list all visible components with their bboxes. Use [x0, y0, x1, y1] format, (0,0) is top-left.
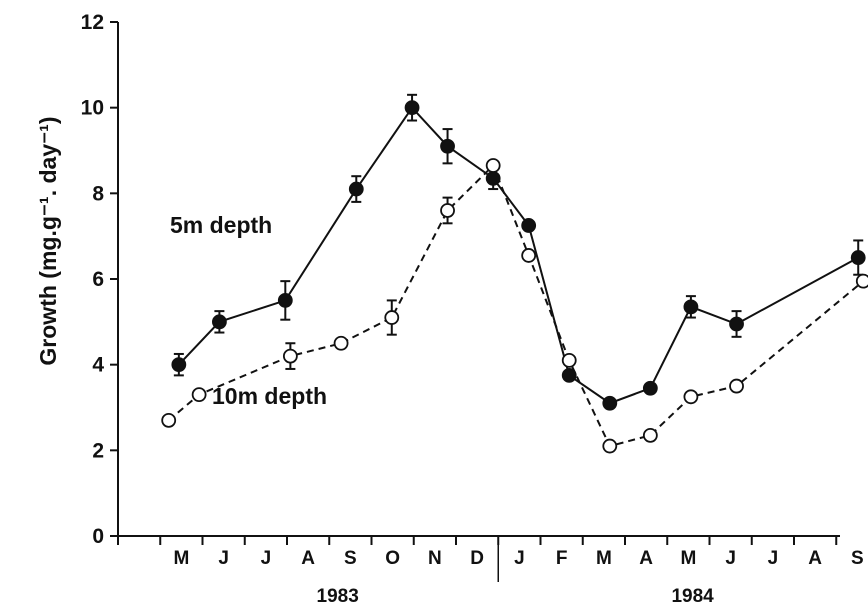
x-tick-label: D [470, 548, 484, 569]
x-tick-label: M [596, 548, 612, 569]
point-5m [348, 181, 364, 197]
axes [110, 21, 840, 582]
point-10m [602, 438, 618, 454]
x-tick-label: A [301, 548, 315, 569]
year-label: 1984 [671, 586, 714, 607]
point-10m [642, 427, 658, 443]
x-tick-label: A [808, 548, 822, 569]
x-tick-label: F [556, 548, 568, 569]
point-5m [521, 218, 537, 233]
annotation-5m-depth: 5m depth [170, 212, 272, 238]
x-tick-label: J [514, 548, 525, 569]
x-tick-label: J [261, 548, 272, 569]
point-10m [333, 335, 349, 351]
annotation-10m-depth: 10m depth [212, 383, 327, 409]
point-5m [485, 170, 501, 186]
axis-labels: 0 2 4 6 8 10 12 M J J A S O N D J F M A M J J A S 1983 1984 [81, 11, 864, 607]
point-10m [521, 248, 537, 263]
point-10m [683, 389, 699, 405]
point-5m [404, 100, 420, 116]
data-points [161, 100, 868, 454]
y-tick-label: 2 [92, 439, 104, 462]
x-tick-label: S [851, 548, 864, 569]
series-line-5m [178, 106, 859, 405]
x-tick-label: M [173, 548, 189, 569]
x-tick-label: M [680, 548, 696, 569]
point-5m [277, 293, 293, 308]
point-10m [485, 158, 501, 173]
y-tick-label: 10 [81, 97, 104, 120]
point-10m [440, 203, 455, 218]
error-bars [173, 93, 864, 377]
x-tick-label: S [344, 548, 357, 569]
x-tick-label: N [428, 548, 442, 569]
point-5m [211, 314, 227, 330]
point-10m [282, 348, 298, 364]
y-tick-label: 12 [81, 11, 104, 34]
point-5m [171, 357, 187, 373]
series-lines [168, 106, 864, 448]
x-tick-label: J [218, 548, 229, 569]
point-5m [561, 367, 577, 383]
x-tick-label: O [385, 548, 400, 569]
y-axis-label: Growth (mg.g⁻¹. day⁻¹) [35, 116, 61, 365]
y-tick-label: 0 [92, 525, 104, 548]
y-tick-label: 8 [92, 182, 104, 205]
point-10m [729, 378, 744, 394]
point-5m [683, 299, 699, 315]
point-10m [384, 310, 400, 325]
point-5m [440, 138, 455, 154]
point-10m [191, 387, 207, 403]
x-tick-label: J [725, 548, 736, 569]
year-label: 1983 [317, 586, 359, 607]
y-tick-label: 6 [92, 268, 104, 291]
point-10m [855, 273, 868, 289]
series-line-10m [168, 163, 864, 448]
point-5m [602, 395, 618, 411]
x-tick-label: J [768, 548, 779, 569]
point-5m [850, 250, 866, 265]
point-5m [642, 380, 658, 396]
point-5m [729, 316, 744, 332]
x-tick-label: A [639, 548, 653, 569]
point-10m [161, 412, 177, 428]
y-tick-label: 4 [92, 354, 104, 377]
point-10m [561, 352, 577, 368]
